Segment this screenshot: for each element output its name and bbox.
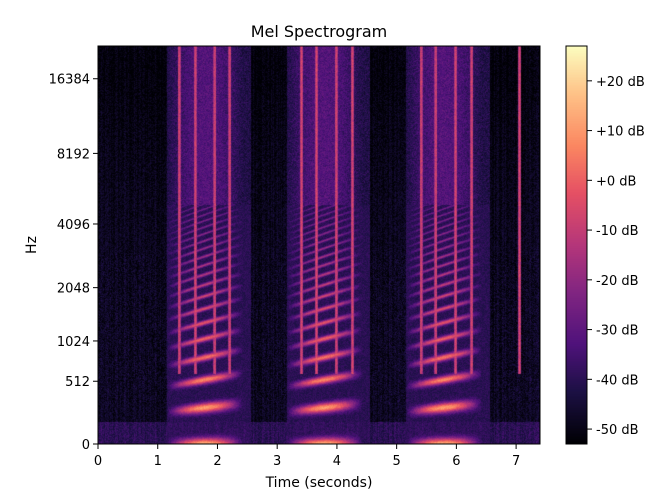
x-tick-label: 1: [154, 454, 162, 469]
colorbar-gradient: [566, 46, 587, 444]
x-tick-label: 0: [94, 454, 102, 469]
colorbar-frame: [565, 45, 588, 445]
y-tick-label: 16384: [49, 73, 90, 88]
y-tick-label: 2048: [57, 282, 90, 297]
colorbar-tick-label: -30 dB: [596, 324, 639, 339]
colorbar-tick-label: +10 dB: [596, 125, 645, 140]
y-tick-label: 512: [65, 375, 90, 390]
x-tick-label: 4: [333, 454, 341, 469]
colorbar-tick-label: -20 dB: [596, 274, 639, 289]
colorbar-axis: +20 dB +10 dB +0 dB -10 dB -20 dB -30 dB -40 d…: [587, 75, 645, 438]
spectrogram-heatmap: [98, 46, 540, 444]
colorbar-tick-label: +0 dB: [596, 174, 636, 189]
y-tick-label: 1024: [57, 335, 90, 350]
y-tick-label: 4096: [57, 218, 90, 233]
x-axis: 0 1 2 3 4 5 6 7: [94, 444, 520, 469]
colorbar-tick-label: -40 dB: [596, 373, 639, 388]
x-tick-label: 2: [213, 454, 221, 469]
x-tick-label: 5: [393, 454, 401, 469]
x-tick-label: 3: [273, 454, 281, 469]
y-tick-label: 0: [82, 438, 90, 453]
x-tick-label: 7: [512, 454, 520, 469]
y-axis-label: Hz: [24, 236, 40, 254]
plot-frame: [97, 45, 541, 445]
colorbar-tick-label: -10 dB: [596, 224, 639, 239]
y-axis: 0 512 1024 2048 4096 8192 16384: [49, 73, 98, 453]
colorbar-tick-label: -50 dB: [596, 423, 639, 438]
y-tick-label: 8192: [57, 147, 90, 162]
colorbar-tick-label: +20 dB: [596, 75, 645, 90]
chart-title: Mel Spectrogram: [251, 22, 388, 41]
x-axis-label: Time (seconds): [265, 475, 373, 491]
x-tick-label: 6: [452, 454, 460, 469]
